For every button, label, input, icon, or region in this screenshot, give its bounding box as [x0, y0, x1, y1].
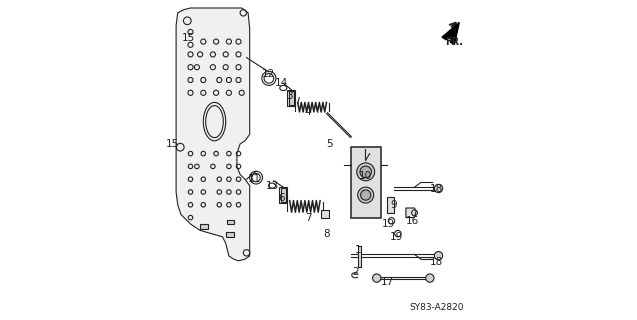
Circle shape — [358, 187, 374, 203]
Text: SY83-A2820: SY83-A2820 — [410, 303, 464, 312]
Text: 6: 6 — [278, 193, 285, 204]
Circle shape — [434, 184, 443, 193]
Circle shape — [426, 274, 434, 282]
Bar — [227, 220, 234, 224]
Text: 19: 19 — [382, 219, 396, 229]
Text: 3: 3 — [287, 91, 293, 101]
Text: 15: 15 — [182, 33, 196, 44]
Text: 4: 4 — [304, 107, 311, 117]
Circle shape — [357, 163, 375, 181]
Bar — [287, 90, 295, 106]
Text: 9: 9 — [390, 200, 397, 210]
Text: 1: 1 — [355, 244, 362, 255]
Bar — [387, 197, 394, 213]
Text: 11: 11 — [248, 174, 261, 184]
Text: 18: 18 — [430, 257, 443, 268]
Text: 13: 13 — [266, 180, 279, 191]
Text: 14: 14 — [275, 78, 289, 88]
Text: 2: 2 — [352, 267, 359, 277]
Bar — [321, 210, 329, 218]
Text: 19: 19 — [390, 232, 403, 242]
Text: 5: 5 — [326, 139, 333, 149]
Circle shape — [434, 252, 443, 260]
Bar — [289, 91, 294, 105]
Bar — [200, 224, 208, 229]
Bar — [281, 188, 286, 202]
Text: 10: 10 — [359, 171, 371, 181]
Bar — [358, 246, 361, 267]
Polygon shape — [176, 8, 250, 261]
FancyArrow shape — [442, 22, 459, 44]
Text: 7: 7 — [306, 212, 312, 223]
Bar — [225, 232, 234, 237]
Circle shape — [361, 190, 371, 200]
Text: FR.: FR. — [445, 37, 463, 47]
Text: 17: 17 — [381, 276, 394, 287]
Polygon shape — [406, 208, 416, 218]
Circle shape — [360, 166, 371, 178]
Text: 18: 18 — [430, 184, 443, 194]
Bar — [350, 147, 381, 218]
Text: 12: 12 — [262, 68, 276, 79]
Circle shape — [373, 274, 381, 282]
Text: 16: 16 — [406, 216, 420, 226]
Text: 8: 8 — [323, 228, 330, 239]
Bar — [280, 187, 287, 203]
Text: 15: 15 — [166, 139, 180, 149]
